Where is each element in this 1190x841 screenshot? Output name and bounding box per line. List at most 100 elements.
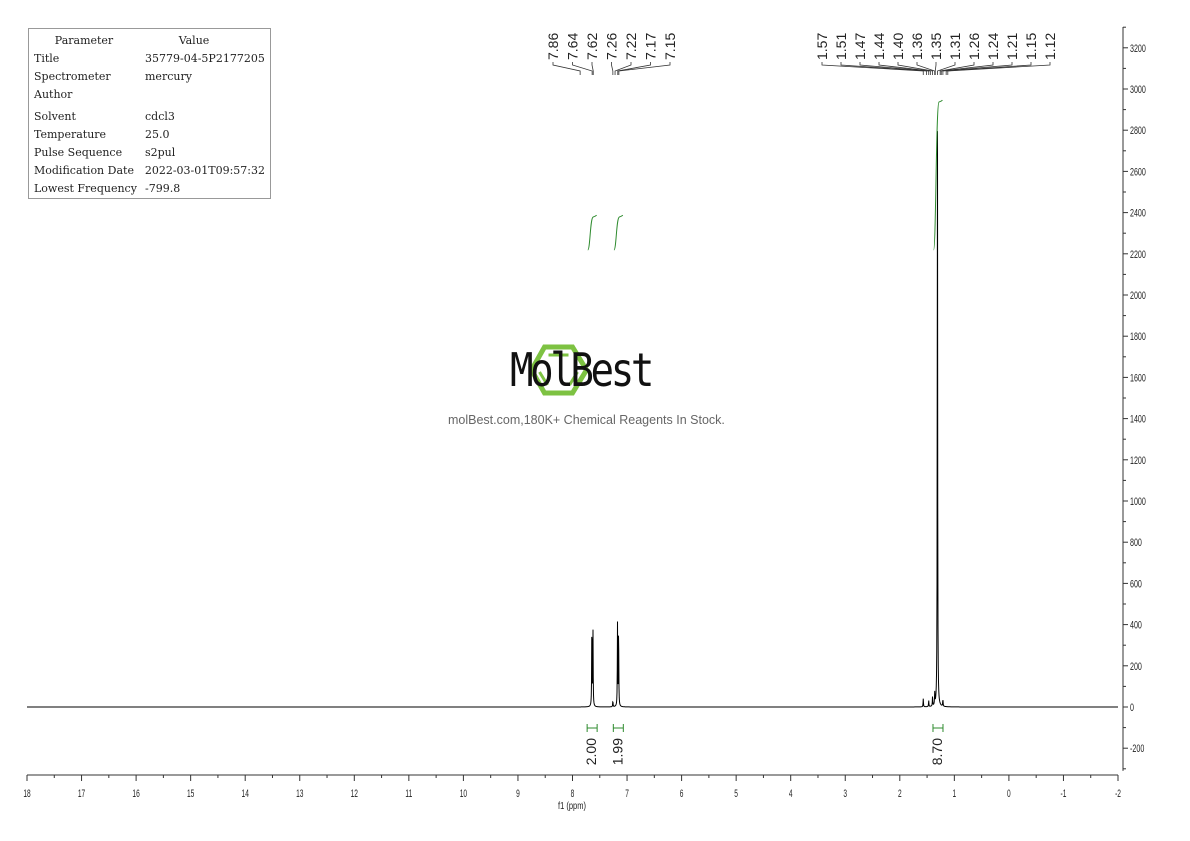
peak-label: 7.17 [643,33,659,60]
x-tick-label: 11 [405,787,412,799]
integral-bracket [586,724,598,732]
parameter-value: -799.8 [145,182,181,195]
x-tick-label: 2 [898,787,902,799]
peak-label-leader [942,62,1013,75]
x-tick-label: 8 [571,787,575,799]
peak-label-leader [897,62,933,75]
peak-label-leader [572,62,593,75]
peak-label: 1.35 [928,33,944,60]
header-parameter: Parameter [54,34,114,47]
x-tick-label: 7 [625,787,629,799]
peak-label: 1.15 [1023,33,1039,60]
integral-curve [587,214,597,251]
x-tick-label: 17 [78,787,85,799]
parameter-table: Parameter Value Title 35779-04-5P2177205 S… [28,28,271,199]
parameter-value: 35779-04-5P2177205 [145,52,265,65]
parameter-key: Modification Date [34,164,134,177]
peak-label-leader [821,62,924,75]
parameter-row: Author [34,86,265,104]
parameter-key: Temperature [34,128,107,141]
watermark-brand: MolBest [510,343,654,397]
y-tick-label: 2200 [1130,248,1146,260]
integral-curve [613,214,624,251]
parameter-row: Title 35779-04-5P2177205 [34,50,265,68]
y-tick-label: 2000 [1130,290,1146,302]
peak-label: 7.26 [604,33,620,60]
watermark-tagline: molBest.com,180K+ Chemical Reagents In S… [448,413,725,427]
y-tick-label: 1400 [1130,413,1146,425]
parameter-key: Author [34,88,73,101]
integral-value: 2.00 [583,738,599,765]
x-tick-label: 14 [242,787,249,799]
x-tick-label: 6 [680,787,684,799]
x-tick-label: -2 [1115,787,1121,799]
parameter-value: 25.0 [145,128,170,141]
peak-label-leader [937,62,956,75]
parameter-key: Lowest Frequency [34,182,137,195]
parameter-row: Temperature 25.0 [34,126,265,144]
peak-label: 1.36 [909,33,925,60]
y-tick-label: 1200 [1130,454,1146,466]
x-tick-label: 12 [351,787,358,799]
peak-label: 1.24 [985,33,1001,60]
peak-label: 1.51 [833,33,849,60]
peak-label: 1.47 [852,33,868,60]
x-tick-label: 9 [516,787,520,799]
y-tick-label: 200 [1130,660,1142,672]
x-axis-label: f1 (ppm) [558,800,586,811]
parameter-row: Solvent cdcl3 [34,108,265,126]
y-tick-label: 1000 [1130,496,1146,508]
parameter-row: Lowest Frequency -799.8 [34,180,265,198]
y-tick-label: 3000 [1130,84,1146,96]
y-tick-label: 2600 [1130,166,1146,178]
x-tick-label: 10 [460,787,467,799]
x-tick-label: 16 [132,787,139,799]
parameter-value: s2pul [145,146,176,159]
peak-label: 7.62 [584,33,600,60]
peak-label-leader [611,62,614,75]
x-tick-label: 15 [187,787,194,799]
x-tick-label: 13 [296,787,303,799]
parameter-row: Pulse Sequence s2pul [34,144,265,162]
parameter-key: Spectrometer [34,70,111,83]
molbest-logo-icon [528,344,590,396]
peak-label-leader [591,62,594,75]
header-value: Value [178,34,210,47]
peak-label-leader [939,62,975,75]
peak-label: 1.21 [1004,33,1020,60]
x-tick-label: 3 [843,787,847,799]
integral-bracket [612,724,624,732]
peak-label: 1.57 [814,33,830,60]
y-tick-label: 1600 [1130,372,1146,384]
peak-label-leader [878,62,931,75]
y-tick-label: 0 [1130,702,1134,714]
peak-label-leader [916,62,936,75]
integral-value: 1.99 [609,738,625,765]
parameter-table-header: Parameter Value [34,32,265,50]
peak-label: 7.64 [565,33,581,60]
spectrum-line [27,131,1118,708]
x-tick-label: 5 [734,787,738,799]
parameter-key: Solvent [34,110,76,123]
peak-label: 7.86 [545,33,561,60]
y-tick-label: 600 [1130,578,1142,590]
peak-label: 7.22 [623,33,639,60]
parameter-value: mercury [145,70,192,83]
peak-label-leader [940,62,994,75]
peak-label: 1.40 [890,33,906,60]
y-tick-label: 800 [1130,537,1142,549]
peak-label: 1.26 [966,33,982,60]
x-tick-label: -1 [1061,787,1067,799]
integral-curve [933,99,943,251]
parameter-key: Pulse Sequence [34,146,123,159]
y-tick-label: 2800 [1130,125,1146,137]
peak-label-leader [618,62,671,75]
peak-label-leader [617,62,651,75]
y-tick-label: -200 [1130,743,1144,755]
x-tick-label: 0 [1007,787,1011,799]
parameter-row: Spectrometer mercury [34,68,265,86]
x-tick-label: 1 [953,787,957,799]
parameter-value: 2022-03-01T09:57:32 [144,164,265,177]
y-tick-label: 3200 [1130,42,1146,54]
